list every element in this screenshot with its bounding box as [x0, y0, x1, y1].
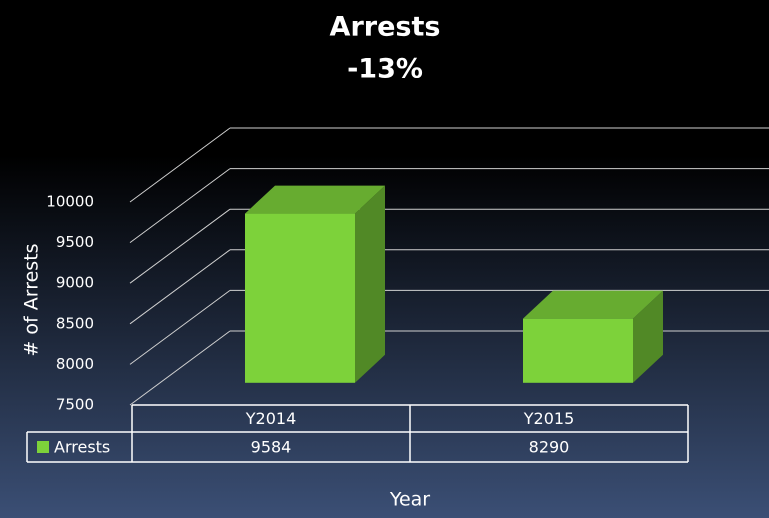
legend-swatch [37, 441, 49, 453]
table-value: 8290 [529, 438, 570, 457]
bar-top [523, 290, 663, 319]
bar-side [355, 185, 385, 383]
x-tick-label: Y2014 [245, 409, 297, 428]
y-tick-label: 9000 [56, 274, 94, 292]
table-value: 9584 [251, 438, 292, 457]
y-tick-label: 9500 [56, 233, 94, 251]
chart-title: Arrests [330, 12, 441, 43]
grid-line [129, 289, 231, 365]
bar-side [633, 290, 663, 383]
y-tick-label: 10000 [46, 193, 94, 211]
grid-line [129, 330, 231, 406]
y-tick-label: 7500 [56, 396, 94, 414]
grid-line [129, 208, 231, 284]
bar [523, 318, 633, 383]
grid-line [129, 249, 231, 325]
y-tick-label: 8000 [56, 355, 94, 373]
x-axis-label: Year [389, 489, 430, 511]
bar-top [245, 185, 385, 214]
x-tick-label: Y2015 [523, 409, 575, 428]
y-tick-label: 8500 [56, 314, 94, 332]
bar [245, 213, 355, 383]
y-axis-label: # of Arrests [21, 243, 43, 356]
chart-subtitle: -13% [347, 54, 423, 85]
legend-label: Arrests [54, 438, 110, 457]
grid-line [129, 168, 231, 244]
grid-line [129, 127, 231, 203]
